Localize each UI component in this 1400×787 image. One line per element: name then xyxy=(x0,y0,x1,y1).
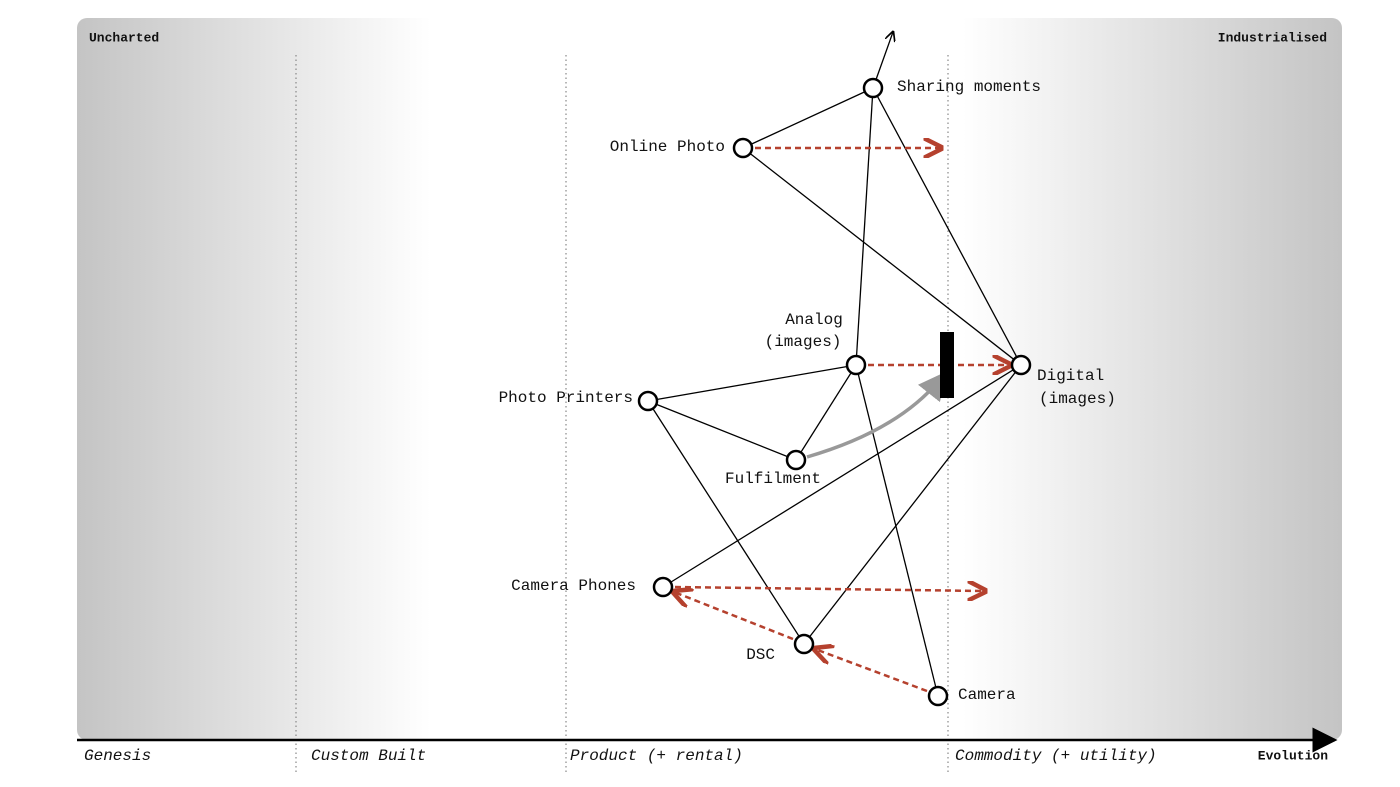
stage-label: Genesis xyxy=(84,747,151,765)
node-label: (images) xyxy=(1039,390,1116,408)
inertia-path xyxy=(806,371,947,459)
node-label: Digital xyxy=(1037,367,1104,385)
node-label: Analog xyxy=(785,311,843,329)
node-label: DSC xyxy=(746,646,775,664)
node-label: Fulfilment xyxy=(725,470,821,488)
stage-label: Custom Built xyxy=(311,747,426,765)
background xyxy=(77,18,1342,740)
node-label: Camera xyxy=(958,686,1016,704)
corner-label: Industrialised xyxy=(1218,30,1327,45)
stage-label: Commodity (+ utility) xyxy=(955,747,1157,765)
node-label: Online Photo xyxy=(610,138,725,156)
axis-label: Evolution xyxy=(1258,748,1328,763)
movements xyxy=(674,148,1010,693)
nodes xyxy=(637,77,1032,707)
inertia-bar xyxy=(940,332,954,398)
edges xyxy=(647,32,1022,697)
corner-label: Uncharted xyxy=(89,30,159,45)
node-label: Camera Phones xyxy=(511,577,636,595)
node-label: Sharing moments xyxy=(897,78,1041,96)
stage-label: Product (+ rental) xyxy=(570,747,743,765)
node-label: Photo Printers xyxy=(499,389,633,407)
node-label: (images) xyxy=(765,333,842,351)
